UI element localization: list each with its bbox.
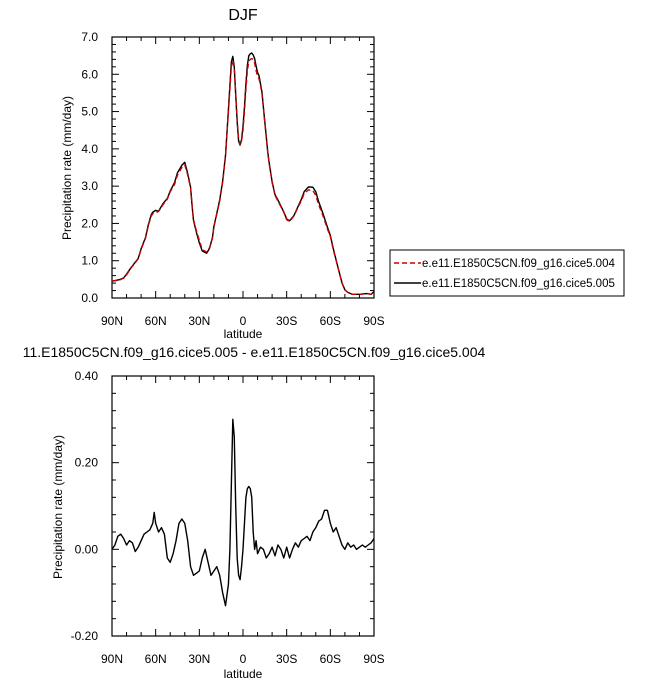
top-x-tick-label: 90S xyxy=(363,314,384,328)
bottom-y-tick-label: 0.20 xyxy=(75,456,99,470)
top-x-tick-label: 0 xyxy=(240,314,247,328)
top-x-tick-label: 90N xyxy=(101,314,123,328)
bottom-x-tick-label: 60S xyxy=(320,652,341,666)
top-x-tick-label: 60N xyxy=(145,314,167,328)
top-y-tick-label: 1.0 xyxy=(81,254,98,268)
top-y-tick-label: 5.0 xyxy=(81,105,98,119)
bottom-y-tick-label: -0.20 xyxy=(71,629,99,643)
bottom-series-line-0 xyxy=(111,418,375,607)
bottom-x-tick-label: 30S xyxy=(276,652,297,666)
legend-box xyxy=(389,249,625,297)
bottom-x-tick-label: 90S xyxy=(363,652,384,666)
top-series-line-1 xyxy=(111,52,375,295)
bottom-x-axis-label: latitude xyxy=(224,667,263,681)
top-y-tick-label: 2.0 xyxy=(81,216,98,230)
bottom-panel: 11.E1850C5CN.f09_g16.cice5.005 - e.e11.E… xyxy=(23,344,486,681)
top-y-tick-label: 6.0 xyxy=(81,67,98,81)
top-y-tick-label: 0.0 xyxy=(81,291,98,305)
top-x-axis-label: latitude xyxy=(224,327,263,341)
bottom-x-tick-label: 30N xyxy=(188,652,210,666)
top-y-axis-label: Precipitation rate (mm/day) xyxy=(60,96,74,240)
top-series-line-0 xyxy=(111,57,375,295)
top-plot-area: 90N 60N 30N 0 30S 60S 90S 0.0 1.0 2.0 3.0 4.0 5.0 6.0… xyxy=(81,30,384,328)
top-x-tick-label: 30N xyxy=(188,314,210,328)
legend-label-005: e.e11.E1850C5CN.f09_g16.cice5.005 xyxy=(422,278,615,290)
top-y-tick-label: 4.0 xyxy=(81,142,98,156)
bottom-x-tick-label: 0 xyxy=(240,652,247,666)
bottom-chart-title: 11.E1850C5CN.f09_g16.cice5.005 - e.e11.E… xyxy=(23,344,486,360)
top-panel: DJF 90N 60N 30N 0 30S 60S 90S 0.0 1.0 2.0 3.0 4.0 5.… xyxy=(60,7,385,341)
bottom-x-tick-label: 60N xyxy=(145,652,167,666)
bottom-x-tick-label: 90N xyxy=(101,652,123,666)
bottom-plot-area: 90N 60N 30N 0 30S 60S 90S -0.20 0.00 0.20 0.40 xyxy=(71,369,385,666)
legend: e.e11.E1850C5CN.f09_g16.cice5.004 e.e11.… xyxy=(389,249,625,297)
bottom-y-axis-label: Precipitation rate (mm/day) xyxy=(51,435,65,579)
bottom-y-tick-label: 0.00 xyxy=(75,542,99,556)
top-y-tick-label: 7.0 xyxy=(81,30,98,44)
top-x-tick-label: 60S xyxy=(320,314,341,328)
top-chart-title: DJF xyxy=(228,7,258,24)
bottom-plot-frame xyxy=(111,375,375,637)
top-y-tick-label: 3.0 xyxy=(81,179,98,193)
legend-label-004: e.e11.E1850C5CN.f09_g16.cice5.004 xyxy=(422,258,615,270)
top-plot-frame xyxy=(111,36,375,299)
bottom-y-tick-label: 0.40 xyxy=(75,369,99,383)
top-x-tick-label: 30S xyxy=(276,314,297,328)
